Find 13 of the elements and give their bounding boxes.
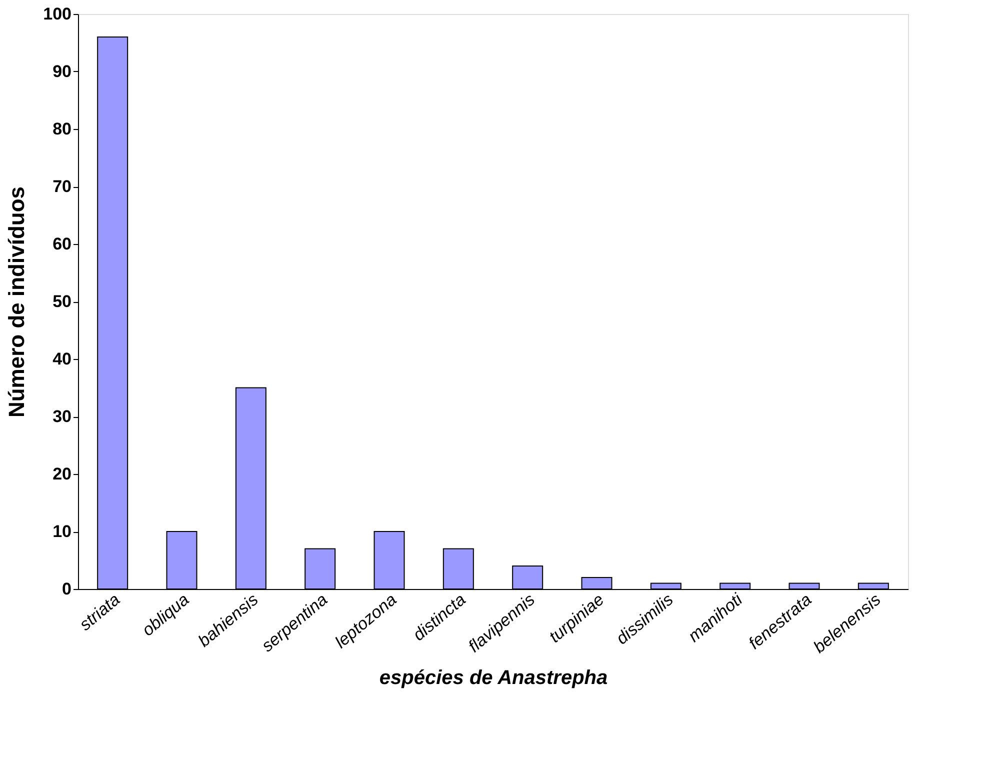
y-tick-label: 100 bbox=[43, 4, 72, 24]
y-tick-label: 40 bbox=[52, 350, 72, 368]
y-axis-title: Número de indivíduos bbox=[4, 186, 30, 418]
y-tick-label: 0 bbox=[62, 580, 72, 598]
y-tick-label: 20 bbox=[52, 464, 72, 484]
y-tick-label: 70 bbox=[52, 177, 72, 196]
y-tick-label: 80 bbox=[52, 120, 72, 138]
y-tick-label: 10 bbox=[52, 522, 72, 541]
y-tick-label: 90 bbox=[52, 62, 72, 81]
y-tick-label: 60 bbox=[52, 234, 72, 254]
x-axis-title: espécies de Anastrepha bbox=[379, 667, 608, 690]
y-tick-label: 50 bbox=[52, 292, 72, 311]
y-tick-label: 30 bbox=[52, 407, 72, 426]
